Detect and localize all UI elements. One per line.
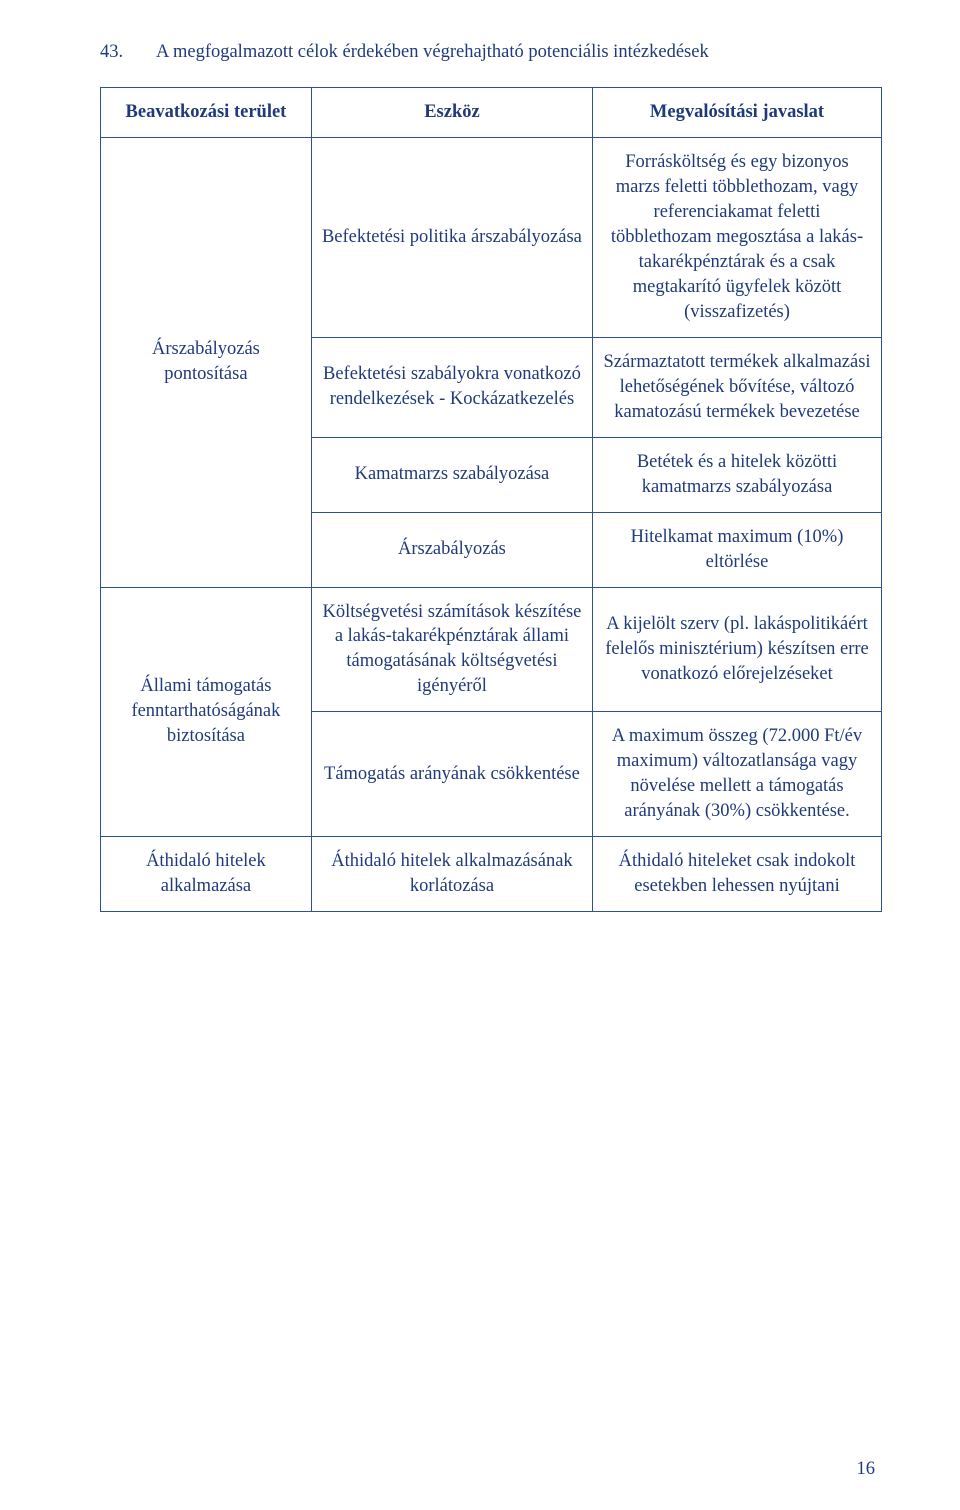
section-heading: 43. A megfogalmazott célok érdekében vég… xyxy=(100,40,882,65)
table-row: Árszabályozás pontosítása Befektetési po… xyxy=(101,137,882,337)
cell-tool: Támogatás arányának csökkentése xyxy=(311,712,592,837)
measures-table: Beavatkozási terület Eszköz Megvalósítás… xyxy=(100,87,882,912)
heading-number: 43. xyxy=(100,40,156,65)
document-page: 43. A megfogalmazott célok érdekében vég… xyxy=(0,0,960,1510)
cell-tool: Költségvetési számítások készítése a lak… xyxy=(311,587,592,712)
heading-text: A megfogalmazott célok érdekében végreha… xyxy=(156,40,882,65)
table-row: Áthidaló hitelek alkalmazása Áthidaló hi… xyxy=(101,837,882,912)
cell-proposal: A maximum összeg (72.000 Ft/év maximum) … xyxy=(593,712,882,837)
cell-proposal: Hitelkamat maximum (10%) eltörlése xyxy=(593,512,882,587)
table-header-row: Beavatkozási terület Eszköz Megvalósítás… xyxy=(101,87,882,137)
cell-proposal: Betétek és a hitelek közötti kamatmarzs … xyxy=(593,437,882,512)
col-header-tool: Eszköz xyxy=(311,87,592,137)
cell-tool: Befektetési politika árszabályozása xyxy=(311,137,592,337)
cell-tool: Befektetési szabályokra vonatkozó rendel… xyxy=(311,337,592,437)
col-header-area: Beavatkozási terület xyxy=(101,87,312,137)
table-row: Állami támogatás fenntarthatóságának biz… xyxy=(101,587,882,712)
cell-area: Árszabályozás pontosítása xyxy=(101,137,312,587)
cell-area: Áthidaló hitelek alkalmazása xyxy=(101,837,312,912)
cell-tool: Kamatmarzs szabályozása xyxy=(311,437,592,512)
cell-proposal: Forrásköltség és egy bizonyos marzs fele… xyxy=(593,137,882,337)
cell-area: Állami támogatás fenntarthatóságának biz… xyxy=(101,587,312,837)
cell-proposal: A kijelölt szerv (pl. lakáspolitikáért f… xyxy=(593,587,882,712)
cell-proposal: Áthidaló hiteleket csak indokolt esetekb… xyxy=(593,837,882,912)
page-number: 16 xyxy=(857,1459,876,1480)
col-header-proposal: Megvalósítási javaslat xyxy=(593,87,882,137)
cell-tool: Árszabályozás xyxy=(311,512,592,587)
cell-proposal: Származtatott termékek alkalmazási lehet… xyxy=(593,337,882,437)
cell-tool: Áthidaló hitelek alkalmazásának korlátoz… xyxy=(311,837,592,912)
